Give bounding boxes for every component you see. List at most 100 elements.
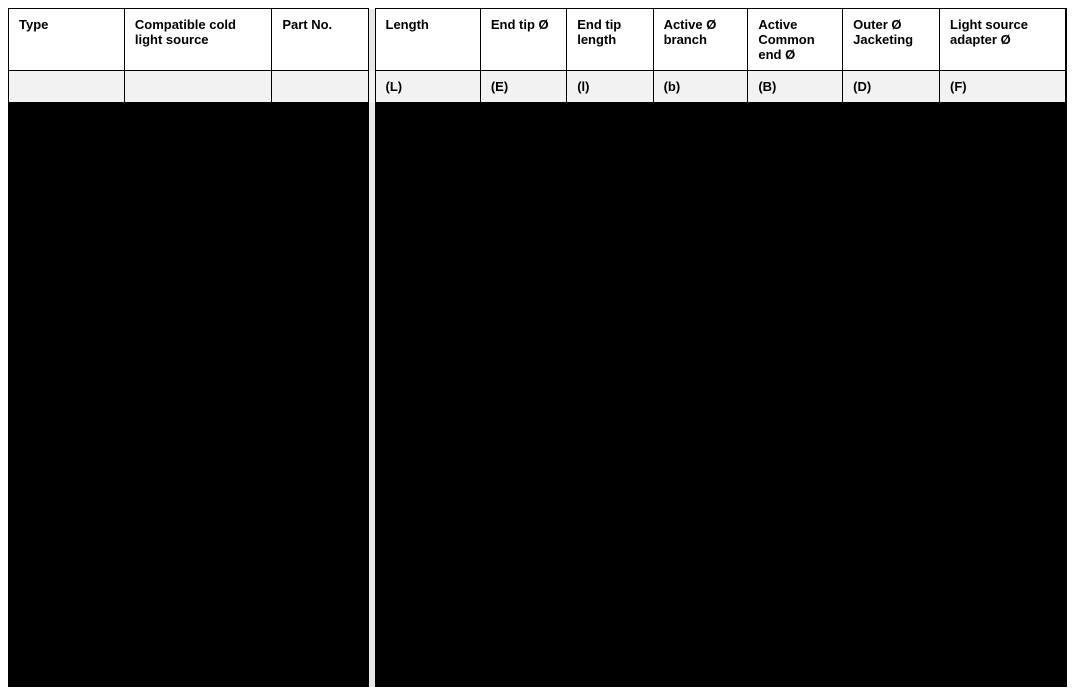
cell-outer-jacket <box>843 457 940 510</box>
cell-outer-jacket <box>843 103 940 156</box>
cell-active-common <box>748 209 843 262</box>
cell-part-no <box>272 510 369 563</box>
cell-length <box>375 386 480 457</box>
cell-outer-jacket <box>843 156 940 209</box>
cell-end-tip-len <box>567 510 653 563</box>
cell-end-tip-d <box>480 386 566 457</box>
cell-end-tip-d <box>480 563 566 616</box>
cell-compat <box>124 103 271 209</box>
sym-end-tip-d: (E) <box>480 71 566 103</box>
col-type: Type <box>9 9 125 71</box>
cell-outer-jacket <box>843 616 940 687</box>
cell-length <box>375 103 480 156</box>
cell-active-common <box>748 457 843 510</box>
cell-adapter <box>940 510 1066 563</box>
cell-end-tip-len <box>567 262 653 315</box>
cell-part-no <box>272 156 369 209</box>
cell-length <box>375 156 480 209</box>
cell-active-branch <box>653 510 748 563</box>
cell-outer-jacket <box>843 209 940 262</box>
col-compat: Compatible cold light source <box>124 9 271 71</box>
sym-type <box>9 71 125 103</box>
cell-active-branch <box>653 315 748 386</box>
cell-active-common <box>748 262 843 315</box>
cell-end-tip-len <box>567 315 653 386</box>
col-adapter: Light source adapter Ø <box>940 9 1066 71</box>
cell-compat <box>124 616 271 687</box>
spec-table-body <box>9 103 1067 687</box>
cell-compat <box>124 209 271 457</box>
cell-end-tip-d <box>480 616 566 687</box>
cell-compat <box>124 457 271 510</box>
cell-adapter <box>940 616 1066 687</box>
cell-end-tip-len <box>567 103 653 156</box>
cell-type <box>9 616 125 687</box>
cell-adapter <box>940 156 1066 209</box>
cell-part-no <box>272 262 369 315</box>
cell-end-tip-d <box>480 209 566 262</box>
cell-active-common <box>748 616 843 687</box>
sym-length: (L) <box>375 71 480 103</box>
cell-part-no <box>272 616 369 687</box>
col-active-branch: Active Ø branch <box>653 9 748 71</box>
cell-end-tip-d <box>480 510 566 563</box>
cell-adapter <box>940 209 1066 262</box>
cell-active-branch <box>653 103 748 156</box>
spec-table: Type Compatible cold light source Part N… <box>8 8 1067 687</box>
cell-active-branch <box>653 262 748 315</box>
cell-part-no <box>272 563 369 616</box>
cell-part-no <box>272 457 369 510</box>
cell-end-tip-d <box>480 103 566 156</box>
cell-length <box>375 563 480 616</box>
cell-active-branch <box>653 457 748 510</box>
cell-outer-jacket <box>843 315 940 386</box>
col-length: Length <box>375 9 480 71</box>
cell-active-branch <box>653 386 748 457</box>
cell-part-no <box>272 315 369 386</box>
sym-active-common: (B) <box>748 71 843 103</box>
col-end-tip-d: End tip Ø <box>480 9 566 71</box>
cell-adapter <box>940 103 1066 156</box>
sym-compat <box>124 71 271 103</box>
cell-part-no <box>272 386 369 457</box>
cell-adapter <box>940 386 1066 457</box>
table-row <box>9 103 1067 156</box>
cell-outer-jacket <box>843 563 940 616</box>
cell-outer-jacket <box>843 262 940 315</box>
cell-part-no <box>272 209 369 262</box>
cell-end-tip-len <box>567 209 653 262</box>
sym-outer-jacket: (D) <box>843 71 940 103</box>
cell-compat <box>124 510 271 616</box>
cell-length <box>375 510 480 563</box>
table-row <box>9 510 1067 563</box>
cell-end-tip-len <box>567 386 653 457</box>
symbol-row: (L) (E) (l) (b) (B) (D) (F) <box>9 71 1067 103</box>
cell-active-common <box>748 103 843 156</box>
cell-end-tip-d <box>480 315 566 386</box>
cell-type <box>9 457 125 616</box>
cell-length <box>375 457 480 510</box>
cell-active-common <box>748 563 843 616</box>
cell-end-tip-len <box>567 156 653 209</box>
sym-end-tip-len: (l) <box>567 71 653 103</box>
cell-adapter <box>940 457 1066 510</box>
table-row <box>9 457 1067 510</box>
cell-length <box>375 315 480 386</box>
cell-active-branch <box>653 156 748 209</box>
cell-end-tip-len <box>567 457 653 510</box>
col-part-no: Part No. <box>272 9 369 71</box>
cell-end-tip-len <box>567 616 653 687</box>
cell-active-common <box>748 315 843 386</box>
table-row <box>9 209 1067 262</box>
cell-adapter <box>940 262 1066 315</box>
sym-active-branch: (b) <box>653 71 748 103</box>
cell-active-branch <box>653 209 748 262</box>
cell-length <box>375 262 480 315</box>
cell-end-tip-d <box>480 457 566 510</box>
sym-part-no <box>272 71 369 103</box>
cell-end-tip-d <box>480 156 566 209</box>
cell-adapter <box>940 315 1066 386</box>
header-row: Type Compatible cold light source Part N… <box>9 9 1067 71</box>
cell-length <box>375 209 480 262</box>
col-outer-jacket: Outer Ø Jacketing <box>843 9 940 71</box>
